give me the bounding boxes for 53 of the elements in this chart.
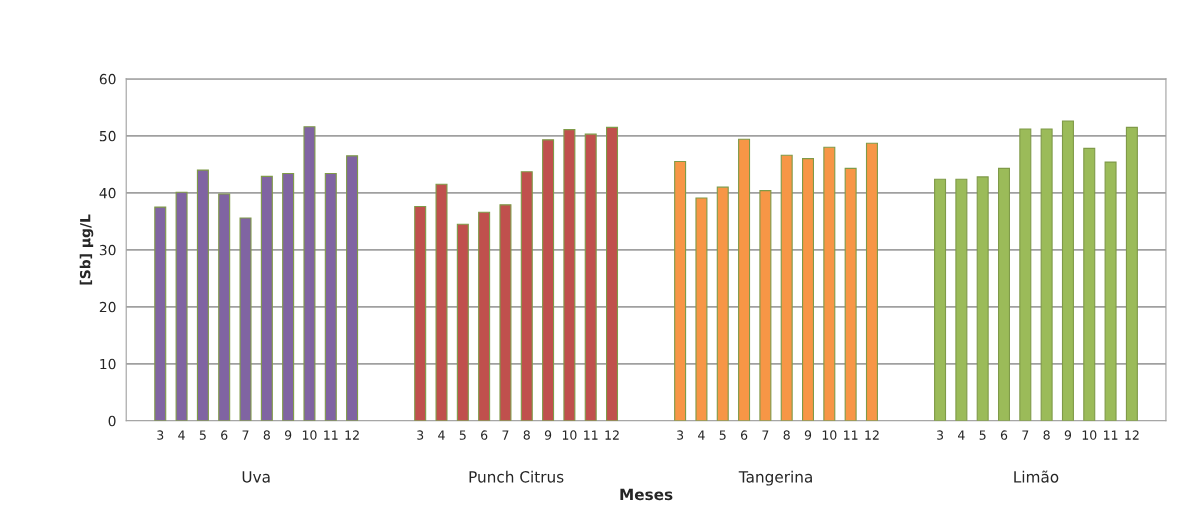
x-tick-label: Limão	[1014, 470, 1059, 483]
series-label: 11	[324, 430, 338, 440]
text: 11	[844, 430, 858, 440]
series-label: 3	[157, 430, 164, 440]
text: 6	[481, 430, 488, 440]
text: 7	[1022, 430, 1029, 440]
text: 4	[438, 430, 445, 440]
text: 9	[804, 430, 812, 440]
series-label: 5	[199, 430, 206, 440]
text: 9	[1064, 430, 1072, 440]
y-tick-label: 10	[100, 358, 116, 370]
text: 5	[979, 430, 986, 440]
text: 5	[719, 430, 726, 440]
series-label: 9	[284, 430, 292, 440]
text: 10	[562, 430, 577, 440]
series-label: 4	[178, 430, 185, 440]
series-label: 7	[242, 430, 249, 440]
series-label: 8	[263, 430, 270, 440]
text: 9	[544, 430, 552, 440]
x-tick-label: Tangerina	[738, 470, 812, 486]
text: 12	[865, 430, 879, 440]
text: 10	[302, 430, 317, 440]
text: 8	[1043, 430, 1050, 440]
y-tick-label: 30	[99, 244, 116, 256]
text: 3	[677, 430, 684, 440]
text: 7	[502, 430, 509, 440]
text: 5	[459, 430, 466, 440]
text: 10	[822, 430, 837, 440]
text: 6	[1000, 430, 1008, 440]
text: 12	[1125, 430, 1139, 440]
series-label: 12	[345, 430, 359, 440]
y-tick-label: 0	[108, 415, 116, 427]
text: 12	[605, 430, 619, 440]
y-tick-label: 60	[99, 73, 116, 85]
y-axis-title: [Sb] µg/L	[79, 214, 94, 285]
text: 8	[523, 430, 530, 440]
text: 6	[740, 430, 748, 440]
x-tick-label: Punch Citrus	[469, 470, 564, 483]
x-axis-title: Meses	[620, 488, 673, 501]
text: 11	[1103, 430, 1118, 440]
text: 3	[417, 430, 424, 440]
y-tick-label: 20	[99, 301, 116, 313]
text: 7	[762, 430, 769, 440]
text: 3	[937, 430, 944, 440]
text: 4	[698, 430, 705, 440]
text: 8	[783, 430, 790, 440]
series-label: 10	[1082, 430, 1097, 440]
text: 11	[584, 430, 598, 440]
text: 4	[958, 430, 965, 440]
series-label: 6	[221, 430, 228, 440]
y-tick-label: 50	[99, 130, 116, 142]
y-tick-label: 40	[99, 187, 116, 199]
x-tick-label: Uva	[242, 471, 270, 483]
